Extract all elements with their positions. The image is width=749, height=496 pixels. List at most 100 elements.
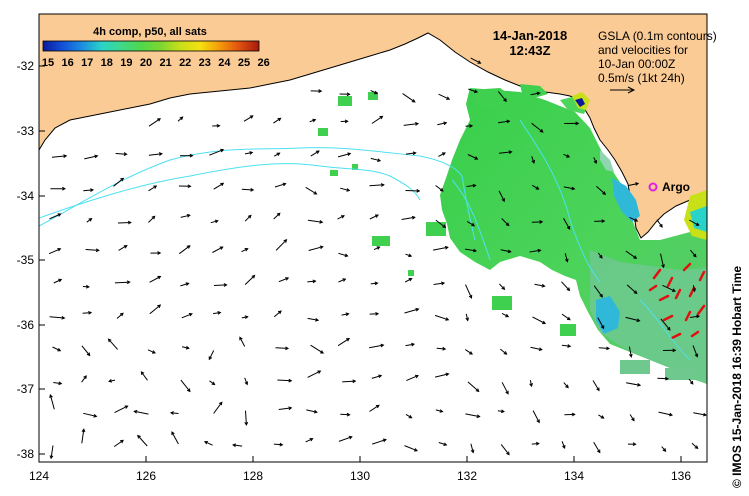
velocity-arrow <box>306 409 318 413</box>
velocity-arrowhead <box>474 89 479 94</box>
legend-line: 10-Jan 00:00Z <box>598 57 675 71</box>
velocity-arrow <box>180 282 189 287</box>
velocity-arrow <box>178 245 191 255</box>
velocity-arrowhead <box>413 448 418 452</box>
date-label: 14-Jan-2018 <box>493 28 567 43</box>
velocity-arrow <box>563 153 570 158</box>
velocity-arrowhead <box>596 449 601 454</box>
velocity-arrowhead <box>211 381 216 386</box>
velocity-arrow <box>690 315 700 318</box>
velocity-arrow <box>563 382 569 388</box>
velocity-arrow <box>113 439 124 448</box>
velocity-arrow <box>85 249 99 251</box>
velocity-arrow <box>337 338 350 347</box>
scale-arrow-icon <box>610 86 636 94</box>
velocity-arrowhead <box>629 353 633 358</box>
velocity-arrow <box>657 377 669 380</box>
velocity-arrowhead <box>127 220 132 225</box>
velocity-arrowhead <box>90 188 95 193</box>
velocity-arrow <box>53 279 62 284</box>
velocity-arrow <box>401 216 415 220</box>
velocity-arrow <box>402 93 416 103</box>
velocity-arrowhead <box>380 343 385 348</box>
velocity-arrow <box>438 93 450 100</box>
velocity-arrowhead <box>203 441 208 445</box>
velocity-arrow <box>625 316 640 322</box>
velocity-arrow <box>53 382 62 385</box>
velocity-arrowhead <box>249 151 254 155</box>
velocity-arrow <box>499 348 507 355</box>
gsla-contours <box>39 119 691 361</box>
velocity-arrow <box>405 413 412 419</box>
velocity-arrow <box>244 377 248 385</box>
velocity-arrowhead <box>636 318 641 323</box>
velocity-arrowhead <box>541 283 546 288</box>
velocity-arrow <box>465 413 480 418</box>
legend-line: and velocities for <box>598 43 688 57</box>
velocity-arrowhead <box>694 353 699 358</box>
velocity-arrowhead <box>443 442 448 446</box>
velocity-arrow <box>340 413 350 416</box>
velocity-arrowhead <box>665 376 670 381</box>
velocity-arrow <box>688 219 699 226</box>
velocity-vectors <box>48 57 707 460</box>
velocity-arrow <box>340 187 350 191</box>
velocity-arrowhead <box>465 317 470 322</box>
velocity-arrow <box>372 439 387 445</box>
velocity-arrowhead <box>352 379 357 384</box>
velocity-arrowhead <box>415 122 420 126</box>
velocity-arrow <box>305 186 317 195</box>
velocity-arrowhead <box>285 277 290 281</box>
velocity-arrow <box>244 152 253 155</box>
velocity-arrowhead <box>157 251 162 255</box>
velocity-arrow <box>244 215 252 222</box>
velocity-arrow <box>114 405 128 414</box>
velocity-arrow <box>52 346 61 352</box>
velocity-arrow <box>433 282 445 285</box>
velocity-arrow <box>118 245 128 251</box>
velocity-arrow <box>117 222 131 224</box>
credit-text: © IMOS 15-Jan-2018 16:39 Hobart Time <box>730 266 744 488</box>
velocity-arrowhead <box>441 281 446 286</box>
velocity-arrow <box>468 88 478 93</box>
velocity-arrowhead <box>220 148 225 153</box>
velocity-arrow <box>434 314 449 321</box>
velocity-arrowhead <box>631 417 635 422</box>
velocity-arrowhead <box>88 217 93 222</box>
velocity-arrow <box>307 219 323 223</box>
velocity-arrow <box>534 283 545 287</box>
velocity-arrow <box>180 214 190 218</box>
velocity-arrow <box>438 152 446 157</box>
velocity-arrowhead <box>279 442 284 447</box>
velocity-arrowhead <box>501 286 506 291</box>
velocity-arrow <box>500 249 511 253</box>
velocity-arrowhead <box>81 428 86 433</box>
velocity-arrow <box>404 278 412 283</box>
velocity-arrow <box>137 435 148 447</box>
velocity-arrowhead <box>380 183 385 187</box>
velocity-arrow <box>403 123 419 126</box>
velocity-arrowhead <box>312 279 317 284</box>
velocity-arrowhead <box>85 284 90 289</box>
velocity-arrow <box>148 215 156 223</box>
velocity-arrow <box>140 371 148 381</box>
colorbar-tick-label: 17 <box>81 57 93 69</box>
velocity-arrowhead <box>443 121 448 126</box>
colorbar-tick-label: 24 <box>218 57 231 69</box>
velocity-arrow <box>49 213 61 220</box>
velocity-arrowhead <box>57 248 62 252</box>
velocity-arrowhead <box>63 154 68 159</box>
velocity-arrow <box>275 347 289 349</box>
velocity-arrowhead <box>126 280 131 285</box>
velocity-arrowhead <box>153 185 158 189</box>
velocity-arrowhead <box>285 346 290 351</box>
colorbar-labels: 15 16 17 18 19 20 21 22 23 24 25 26 <box>42 57 270 69</box>
velocity-arrowhead <box>49 393 53 399</box>
velocity-arrowhead <box>416 188 421 193</box>
velocity-arrow <box>48 248 61 255</box>
x-axis <box>38 456 682 462</box>
velocity-arrowhead <box>529 383 533 388</box>
velocity-arrowhead <box>93 414 98 418</box>
velocity-arrowhead <box>692 288 696 293</box>
